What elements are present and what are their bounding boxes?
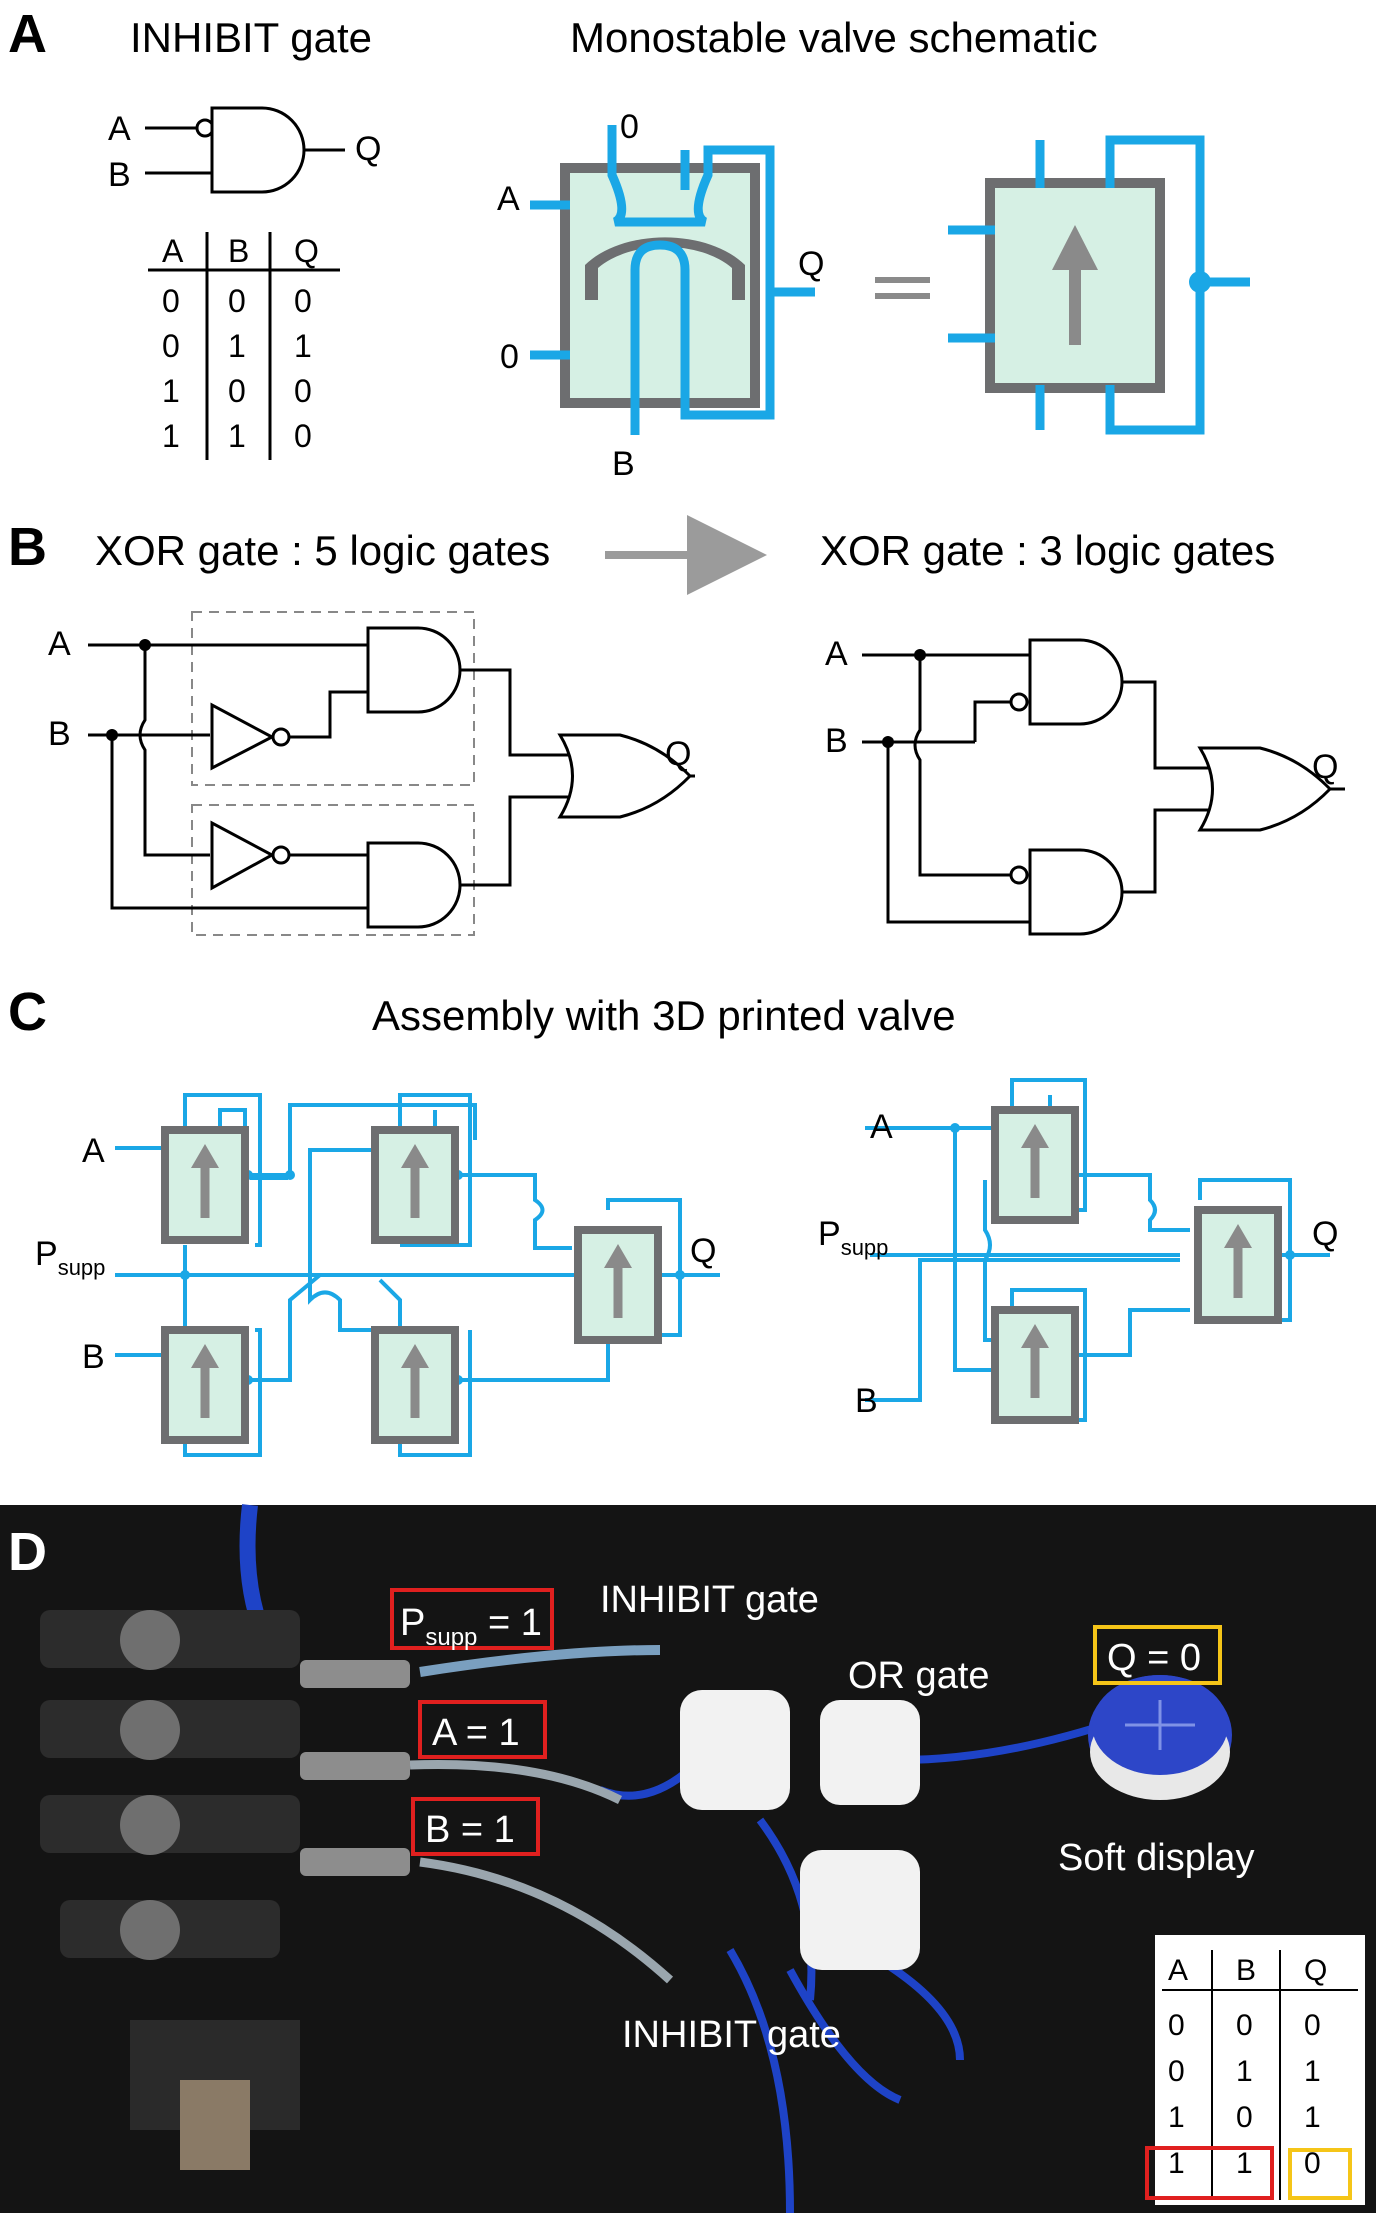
xor3-input-a: A	[825, 635, 848, 673]
svg-text:Q = 0: Q = 0	[1107, 1637, 1201, 1679]
table-cell: 0	[1236, 2101, 1253, 2134]
table-cell: 0	[162, 328, 180, 364]
table-cell: 1	[1168, 2147, 1185, 2180]
panel-d-letter: D	[8, 1522, 47, 1582]
table-cell: 0	[1304, 2147, 1321, 2180]
table-cell: 1	[162, 373, 180, 409]
assembly5-input-b: B	[82, 1338, 105, 1376]
valve-label-top: 0	[620, 108, 639, 146]
table-cell: 1	[1236, 2055, 1253, 2088]
table-header: A	[1168, 1954, 1188, 1987]
xor3-input-b: B	[825, 722, 848, 760]
inhibit-input-a: A	[108, 110, 131, 148]
xor5-output-q: Q	[665, 735, 691, 773]
table-cell: 1	[228, 418, 246, 454]
equals-sign	[875, 277, 930, 299]
table-cell: 0	[1236, 2009, 1253, 2042]
svg-text:B = 1: B = 1	[425, 1809, 515, 1851]
assembly-5-valves: A B Psupp Q	[35, 1093, 720, 1457]
xor5-title: XOR gate : 5 logic gates	[95, 527, 550, 574]
table-cell: 1	[1236, 2147, 1253, 2180]
assembly3-input-b: B	[855, 1382, 878, 1420]
xor5-input-a: A	[48, 625, 71, 663]
inhibit-input-b: B	[108, 156, 131, 194]
table-cell: 0	[1168, 2009, 1185, 2042]
photo-truth-table: A B Q 0 0 0 0 1 1 1 0 1 1 1 0	[1145, 1935, 1365, 2205]
inhibit-output-q: Q	[355, 130, 381, 168]
soft-display-label: Soft display	[1058, 1837, 1254, 1879]
assembly5-input-a: A	[82, 1132, 105, 1170]
table-header: A	[162, 233, 184, 269]
panel-b-letter: B	[8, 517, 47, 577]
table-cell: 0	[228, 373, 246, 409]
table-cell: 0	[1304, 2009, 1321, 2042]
assembly3-input-a: A	[870, 1108, 893, 1146]
valve-label-left-top: A	[497, 180, 520, 218]
panel-c-letter: C	[8, 982, 47, 1042]
a-label: A = 1	[418, 1700, 547, 1759]
table-cell: 0	[162, 283, 180, 319]
table-cell: 1	[162, 418, 180, 454]
assembly-title: Assembly with 3D printed valve	[372, 992, 956, 1039]
table-cell: 0	[294, 418, 312, 454]
table-cell: 1	[1168, 2101, 1185, 2134]
device-photo	[0, 1504, 1376, 2213]
valve-label-left-bottom: 0	[500, 338, 519, 376]
table-cell: 1	[228, 328, 246, 364]
xor5-input-b: B	[48, 715, 71, 753]
valve-label-bottom: B	[612, 445, 635, 483]
table-header: Q	[1304, 1954, 1327, 1987]
xor3-circuit: A B Q	[825, 635, 1345, 936]
valve-schematic: 0 A 0 B Q	[497, 108, 824, 483]
valve-symbol-large	[948, 135, 1250, 435]
xor3-output-q: Q	[1312, 748, 1338, 786]
assembly3-supply: Psupp	[818, 1215, 888, 1260]
table-cell: 0	[294, 283, 312, 319]
table-cell: 0	[294, 373, 312, 409]
table-cell: 1	[1304, 2101, 1321, 2134]
b-label: B = 1	[411, 1797, 540, 1856]
table-header: B	[228, 233, 249, 269]
inhibit-gate-symbol: A B Q	[108, 106, 381, 194]
table-cell: 1	[1304, 2055, 1321, 2088]
valve-title: Monostable valve schematic	[570, 14, 1098, 61]
table-header: Q	[294, 233, 319, 269]
xor3-title: XOR gate : 3 logic gates	[820, 527, 1275, 574]
panel-a-letter: A	[8, 4, 47, 64]
xor5-circuit: A B Q	[48, 611, 695, 936]
svg-text:Psupp = 1: Psupp = 1	[400, 1602, 542, 1651]
valve-label-right: Q	[798, 245, 824, 283]
inhibit-truth-table: A B Q 0 0 0 0 1 1 1 0 0 1 1 0	[148, 232, 340, 460]
table-header: B	[1236, 1954, 1256, 1987]
table-cell: 1	[294, 328, 312, 364]
assembly3-output-q: Q	[1312, 1215, 1338, 1253]
table-cell: 0	[1168, 2055, 1185, 2088]
q-label: Q = 0	[1093, 1625, 1222, 1685]
psupp-label: Psupp = 1	[390, 1588, 554, 1651]
or-gate-label: OR gate	[848, 1655, 990, 1697]
inhibit-gate-top-label: INHIBIT gate	[600, 1579, 819, 1621]
table-cell: 0	[228, 283, 246, 319]
svg-text:A = 1: A = 1	[432, 1712, 520, 1754]
inhibit-gate-bottom-label: INHIBIT gate	[622, 2014, 841, 2056]
assembly-3-valves: A B Psupp Q	[818, 1078, 1338, 1420]
inhibit-title: INHIBIT gate	[130, 14, 372, 61]
assembly5-output-q: Q	[690, 1232, 716, 1270]
assembly5-supply: Psupp	[35, 1235, 105, 1280]
